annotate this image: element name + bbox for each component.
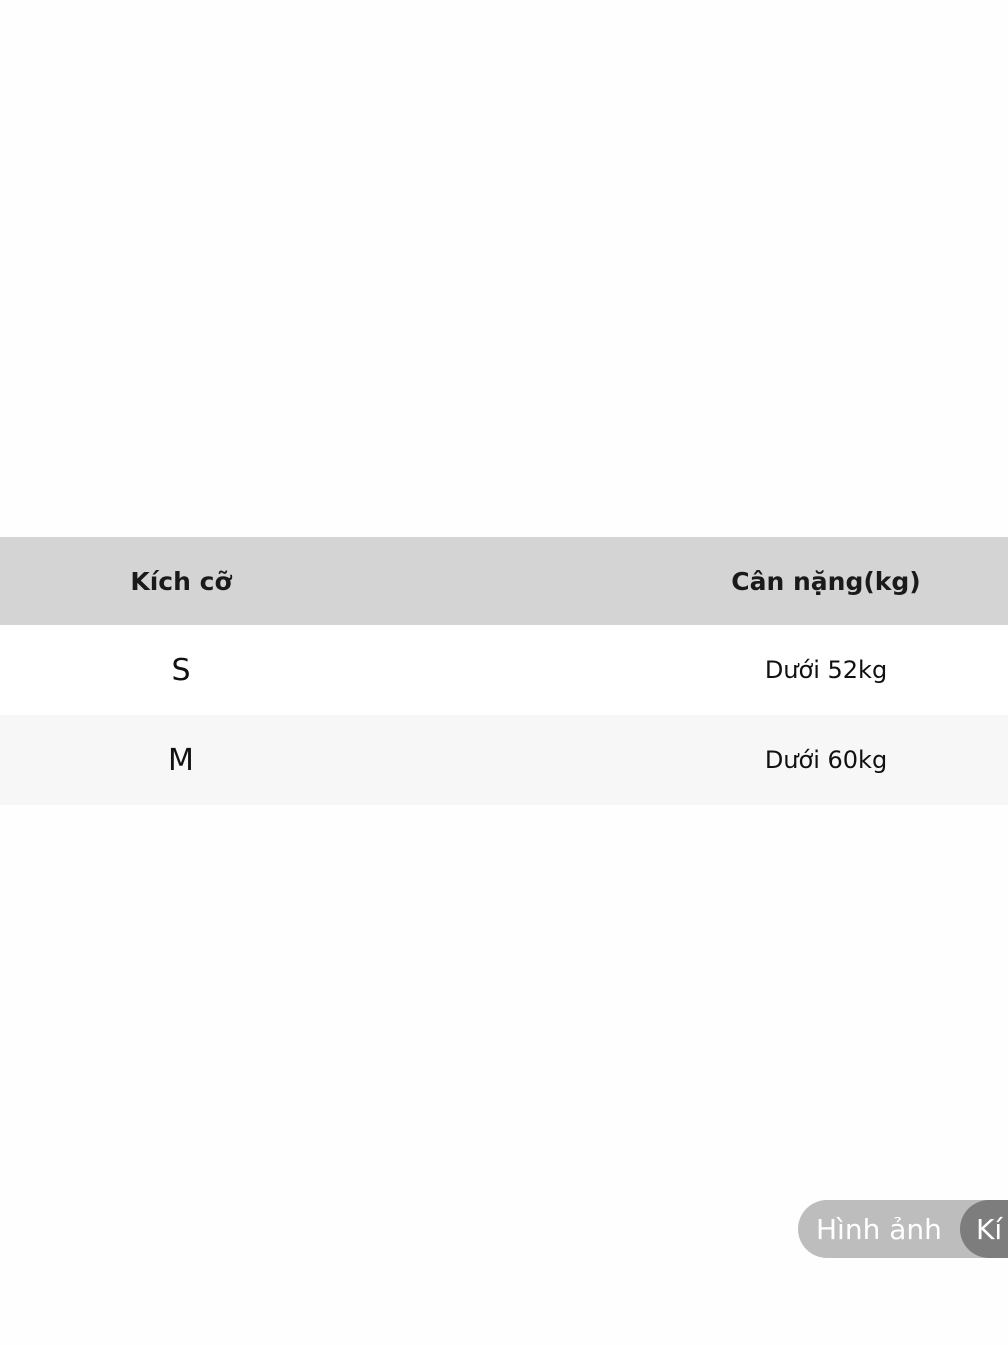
table-row: S Dưới 52kg	[0, 625, 1008, 715]
weight-cell: Dưới 60kg	[764, 746, 888, 774]
header-cell: Cân nặng(kg)	[731, 566, 921, 596]
tab-bar: Hình ảnh Kí	[798, 1200, 1008, 1258]
size-cell: M	[168, 742, 194, 778]
weight-cell: Dưới 52kg	[764, 656, 888, 684]
tab[interactable]: Hình ảnh	[816, 1212, 942, 1246]
tab-active[interactable]: Kí	[960, 1200, 1008, 1258]
table-header: Kích cỡ Cân nặng(kg)	[0, 537, 1008, 625]
size-cell: S	[171, 652, 191, 688]
header-cell: Kích cỡ	[130, 566, 232, 596]
table-row: M Dưới 60kg	[0, 715, 1008, 805]
